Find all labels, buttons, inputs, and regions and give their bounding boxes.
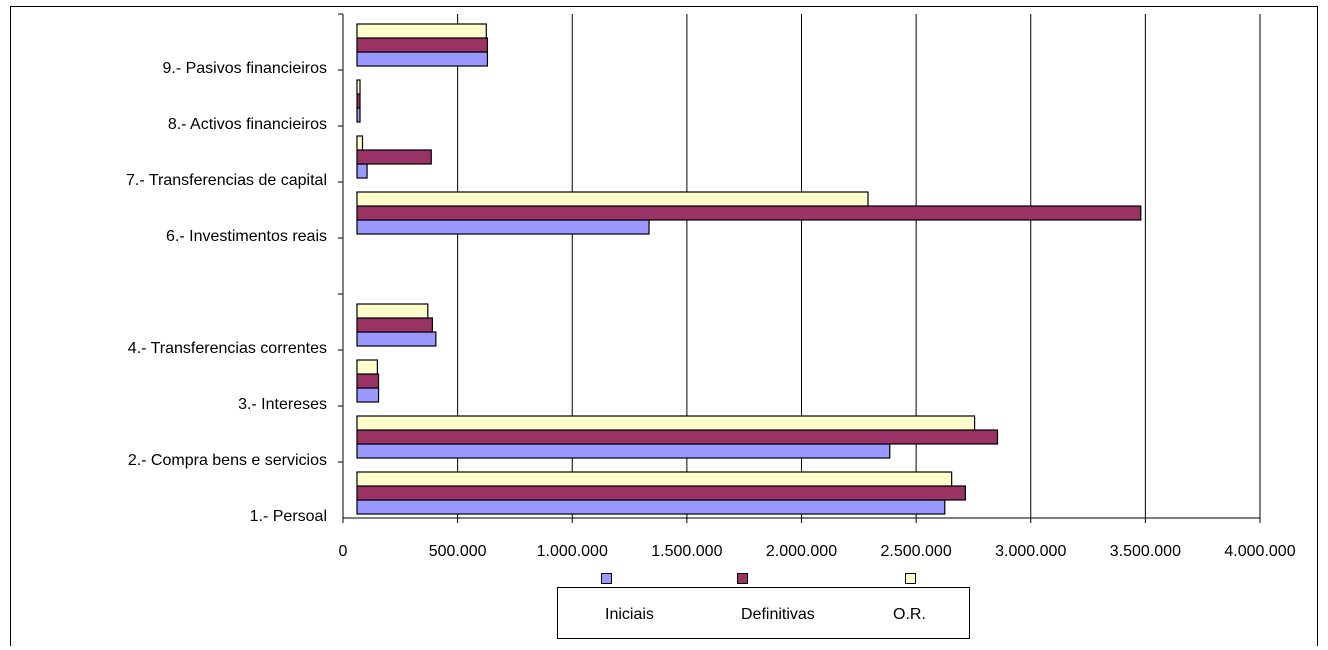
legend-swatch-or	[905, 573, 916, 584]
bar-o-r-6	[356, 135, 364, 151]
x-tick-label: 2.000.000	[766, 543, 837, 560]
legend-swatch-iniciais	[601, 573, 612, 584]
bar-iniciais-3	[356, 331, 437, 347]
grid-layer	[457, 14, 1261, 518]
bar-iniciais-6	[356, 163, 368, 179]
legend-label-or: O.R.	[893, 606, 926, 623]
bar-definitivas-7	[356, 93, 361, 109]
bar-iniciais-0	[356, 499, 946, 515]
bar-o-r-5	[356, 191, 869, 207]
bar-iniciais-2	[356, 387, 380, 403]
bar-definitivas-0	[356, 485, 967, 501]
bar-definitivas-1	[356, 429, 999, 445]
bar-definitivas-3	[356, 317, 434, 333]
x-tick-label: 1.500.000	[651, 543, 722, 560]
legend-label-iniciais: Iniciais	[605, 606, 654, 623]
x-tick-label: 1.000.000	[537, 543, 608, 560]
bar-o-r-1	[356, 415, 976, 431]
bar-iniciais-7	[356, 107, 361, 123]
bars-layer	[356, 23, 1142, 515]
y-tick-label: 3.- Intereses	[238, 396, 327, 413]
y-tick-label: 2.- Compra bens e servicios	[128, 452, 327, 469]
y-tick-label: 4.- Transferencias correntes	[128, 340, 327, 357]
bar-o-r-8	[356, 23, 487, 39]
y-tick-label: 6.- Investimentos reais	[166, 228, 327, 245]
bar-iniciais-1	[356, 443, 891, 459]
legend: Iniciais Definitivas O.R.	[557, 587, 970, 639]
x-tick-label: 2.500.000	[881, 543, 952, 560]
chart-frame	[10, 6, 1318, 646]
bar-definitivas-2	[356, 373, 380, 389]
bar-definitivas-6	[356, 149, 432, 165]
bar-definitivas-8	[356, 37, 489, 53]
bar-o-r-2	[356, 359, 378, 375]
bar-o-r-0	[356, 471, 953, 487]
legend-label-definitivas: Definitivas	[741, 606, 815, 623]
bar-o-r-7	[356, 79, 361, 95]
x-tick-label: 3.000.000	[995, 543, 1066, 560]
x-tick-label: 0	[339, 543, 348, 560]
legend-swatch-definitivas	[737, 573, 748, 584]
axis-layer: 0 500.000 1.000.000 1.500.000 2.000.000 2.500…	[126, 13, 1296, 560]
bar-iniciais-5	[356, 219, 650, 235]
bar-o-r-3	[356, 303, 429, 319]
x-tick-label: 4.000.000	[1224, 543, 1295, 560]
y-tick-label: 1.- Persoal	[250, 508, 327, 525]
y-tick-label: 9.- Pasivos financieiros	[162, 60, 327, 77]
bar-iniciais-8	[356, 51, 489, 67]
bar-definitivas-5	[356, 205, 1142, 221]
y-tick-label: 8.- Activos financieiros	[168, 116, 327, 133]
x-tick-label: 3.500.000	[1110, 543, 1181, 560]
y-tick-label: 7.- Transferencias de capital	[126, 172, 327, 189]
x-tick-label: 500.000	[429, 543, 487, 560]
